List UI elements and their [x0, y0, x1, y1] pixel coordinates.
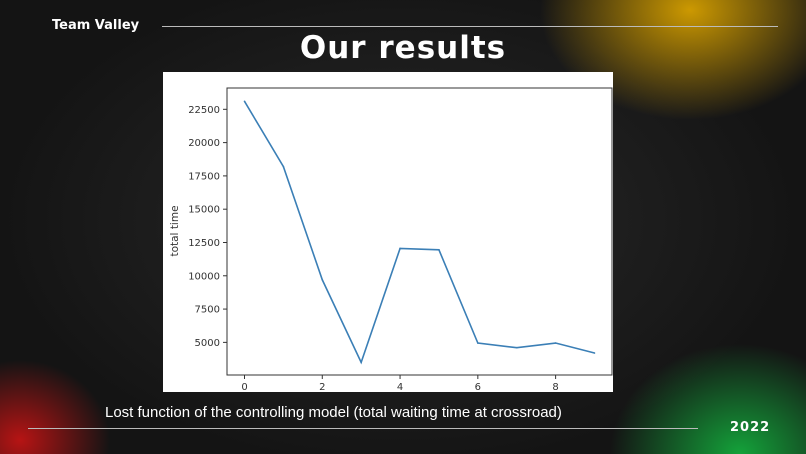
x-tick-label: 4: [397, 382, 403, 393]
y-tick-label: 10000: [188, 271, 220, 282]
bottom-divider: [28, 428, 698, 429]
data-point: [399, 247, 401, 250]
data-point: [360, 361, 362, 364]
plot-frame: [226, 87, 613, 376]
data-point: [554, 342, 557, 344]
chart-image: [163, 72, 613, 392]
x-tick-label: 8: [552, 382, 558, 393]
y-tick-label: 15000: [188, 205, 220, 216]
top-divider: [162, 26, 778, 27]
y-tick-label: 7500: [195, 305, 220, 316]
team-name: Team Valley: [52, 18, 140, 33]
series-line: [243, 100, 595, 365]
data-point: [477, 342, 479, 344]
data-point: [593, 352, 596, 354]
data-point: [321, 278, 324, 281]
year-label: 2022: [730, 420, 771, 435]
slide-title: Our results: [299, 30, 507, 66]
data-point: [243, 100, 246, 103]
x-tick-label: 0: [241, 382, 247, 393]
chart-caption: Lost function of the controlling model (…: [105, 404, 562, 421]
data-point: [515, 346, 518, 349]
y-tick-label: 20000: [188, 138, 220, 149]
y-tick-label: 5000: [195, 338, 220, 349]
data-point: [438, 249, 440, 251]
x-tick-label: 6: [475, 382, 481, 393]
x-tick-label: 2: [319, 382, 325, 393]
data-point: [282, 165, 285, 168]
y-tick-label: 22500: [188, 105, 220, 116]
y-tick-label: 17500: [188, 171, 220, 182]
y-tick-label: 12500: [188, 238, 220, 249]
y-axis-label: total time: [169, 205, 181, 256]
